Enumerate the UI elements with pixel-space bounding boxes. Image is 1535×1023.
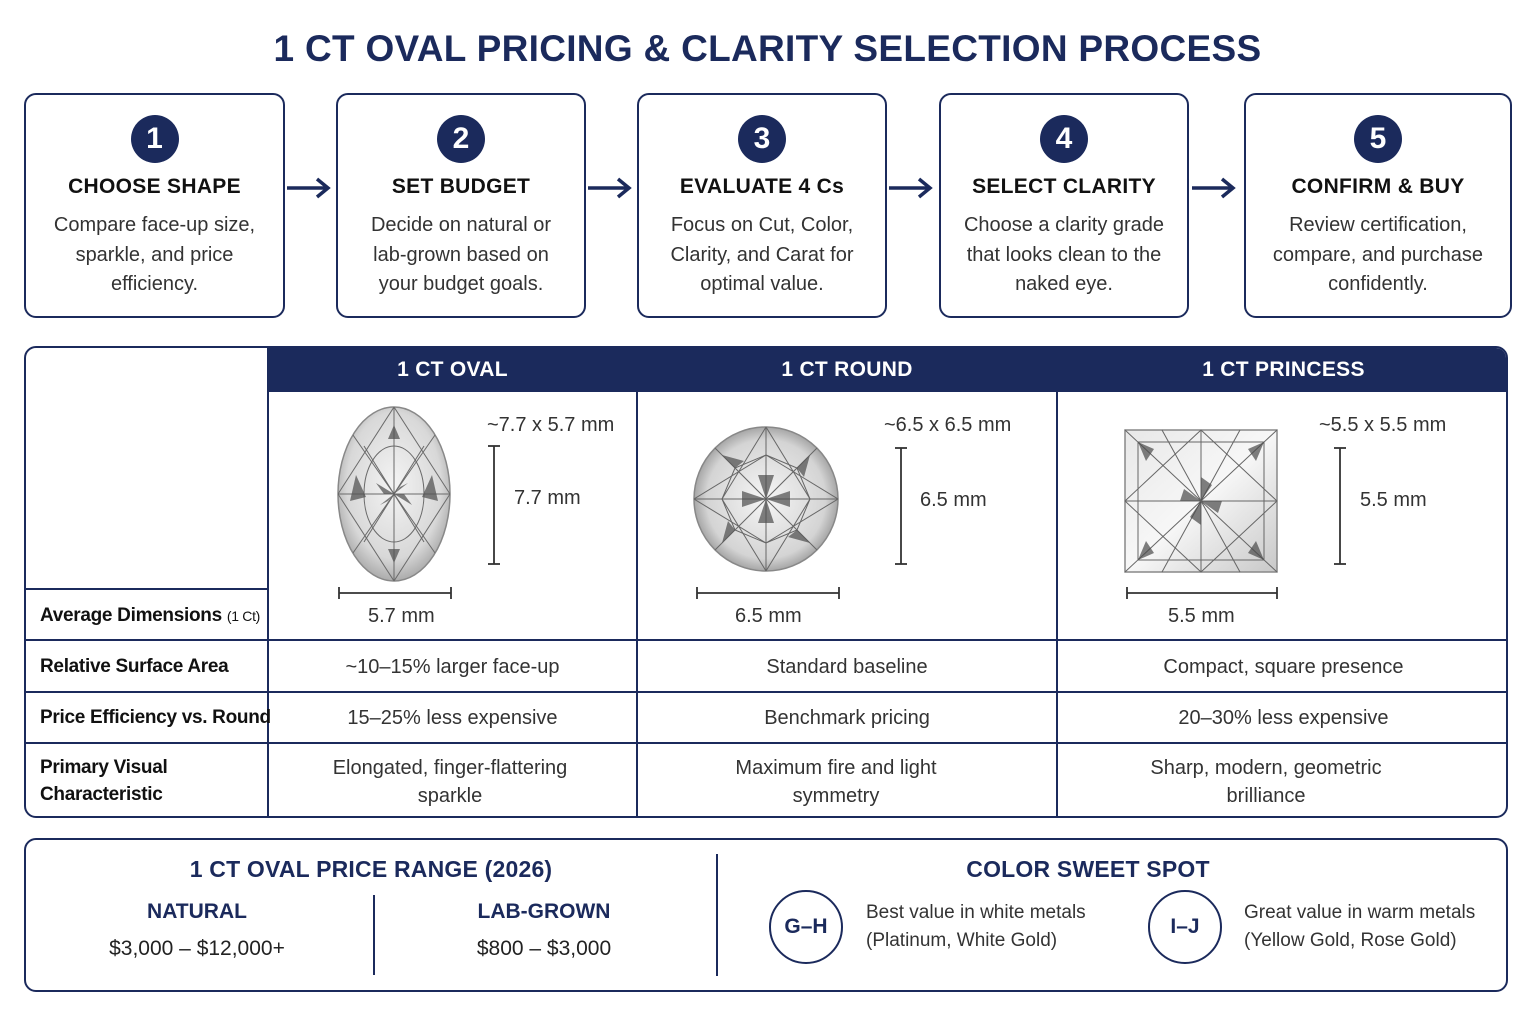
princess-diamond-icon (1124, 429, 1278, 573)
width-measure-bar (696, 587, 840, 599)
table-cell: Standard baseline (766, 656, 928, 678)
row-label-visual-characteristic: Primary Visual Characteristic (40, 757, 168, 805)
oval-diamond-icon (337, 406, 451, 582)
row-label-note: (1 Ct) (226, 608, 261, 624)
step-title: SELECT CLARITY (972, 175, 1156, 198)
table-cell: 15–25% less expensive (347, 707, 558, 729)
princess-width-label: 5.5 mm (1168, 605, 1235, 627)
step-description: Choose a clarity grade that looks clean … (963, 214, 1165, 295)
natural-price: $3,000 – $12,000+ (109, 937, 285, 960)
price-range-title: 1 CT OVAL PRICE RANGE (2026) (189, 856, 553, 882)
table-cell: Elongated, finger-flattering sparkle (332, 757, 568, 807)
column-header-oval: 1 CT OVAL (268, 348, 637, 392)
lab-grown-label: LAB-GROWN (477, 900, 611, 923)
step-number-badge: 2 (437, 115, 485, 163)
right-arrow-icon (588, 177, 632, 199)
width-measure-bar (338, 587, 452, 599)
step-description: Compare face-up size, sparkle, and price… (53, 214, 256, 295)
color-grade-badge: G–H (769, 890, 843, 964)
round-diamond-icon (693, 426, 839, 572)
step-number-badge: 1 (130, 115, 179, 163)
table-cell: ~10–15% larger face-up (345, 656, 560, 678)
height-measure-bar (895, 447, 907, 565)
step-set-budget: 2 SET BUDGET Decide on natural or lab-gr… (336, 93, 586, 318)
step-description: Review certification, compare, and purch… (1272, 214, 1484, 295)
pricing-color-panel: 1 CT OVAL PRICE RANGE (2026) NATURAL $3,… (24, 838, 1508, 992)
oval-overall-dimensions: ~7.7 x 5.7 mm (487, 414, 615, 436)
row-label-price-efficiency: Price Efficiency vs. Round (40, 707, 271, 728)
table-cell: Maximum fire and light symmetry (735, 757, 937, 807)
princess-height-label: 5.5 mm (1360, 489, 1427, 511)
lab-grown-price: $800 – $3,000 (476, 937, 612, 960)
step-description: Focus on Cut, Color, Clarity, and Carat … (670, 214, 854, 295)
step-choose-shape: 1 CHOOSE SHAPE Compare face-up size, spa… (24, 93, 285, 318)
step-title: EVALUATE 4 Cs (679, 175, 845, 198)
round-height-label: 6.5 mm (920, 489, 987, 511)
width-measure-bar (1126, 587, 1278, 599)
step-confirm-buy: 5 CONFIRM & BUY Review certification, co… (1244, 93, 1512, 318)
natural-label: NATURAL (147, 900, 247, 923)
round-overall-dimensions: ~6.5 x 6.5 mm (884, 414, 1012, 436)
shape-comparison-table: 1 CT OVAL 1 CT ROUND 1 CT PRINCESS Avera… (24, 346, 1508, 818)
color-grade-description: Best value in white metals (Platinum, Wh… (866, 902, 1086, 951)
page-title: 1 CT OVAL PRICING & CLARITY SELECTION PR… (273, 28, 1262, 69)
height-measure-bar (1334, 447, 1346, 565)
step-evaluate-4cs: 3 EVALUATE 4 Cs Focus on Cut, Color, Cla… (637, 93, 887, 318)
step-title: CONFIRM & BUY (1291, 175, 1465, 198)
table-cell: Sharp, modern, geometric brilliance (1150, 757, 1382, 807)
column-header-round: 1 CT ROUND (637, 348, 1057, 392)
step-title: CHOOSE SHAPE (68, 175, 241, 198)
step-number-badge: 3 (738, 115, 786, 163)
step-select-clarity: 4 SELECT CLARITY Choose a clarity grade … (939, 93, 1189, 318)
table-cell: 20–30% less expensive (1178, 707, 1389, 729)
color-sweet-spot-title: COLOR SWEET SPOT (966, 856, 1210, 882)
table-cell: Benchmark pricing (764, 707, 930, 729)
step-number-badge: 4 (1040, 115, 1088, 163)
right-arrow-icon (287, 177, 331, 199)
color-grade-description: Great value in warm metals (Yellow Gold,… (1244, 902, 1476, 951)
oval-height-label: 7.7 mm (514, 487, 581, 509)
round-width-label: 6.5 mm (735, 605, 802, 627)
height-measure-bar (488, 445, 500, 565)
oval-width-label: 5.7 mm (368, 605, 435, 627)
step-description: Decide on natural or lab-grown based on … (370, 214, 552, 295)
right-arrow-icon (1192, 177, 1236, 199)
row-label-surface-area: Relative Surface Area (40, 656, 229, 677)
step-number-badge: 5 (1354, 115, 1402, 163)
color-grade-badge: I–J (1148, 890, 1222, 964)
princess-overall-dimensions: ~5.5 x 5.5 mm (1319, 414, 1447, 436)
table-cell: Compact, square presence (1163, 656, 1404, 678)
right-arrow-icon (889, 177, 933, 199)
row-label-average-dimensions: Average Dimensions (1 Ct) (40, 605, 261, 626)
step-title: SET BUDGET (391, 175, 531, 198)
column-header-princess: 1 CT PRINCESS (1057, 348, 1506, 392)
